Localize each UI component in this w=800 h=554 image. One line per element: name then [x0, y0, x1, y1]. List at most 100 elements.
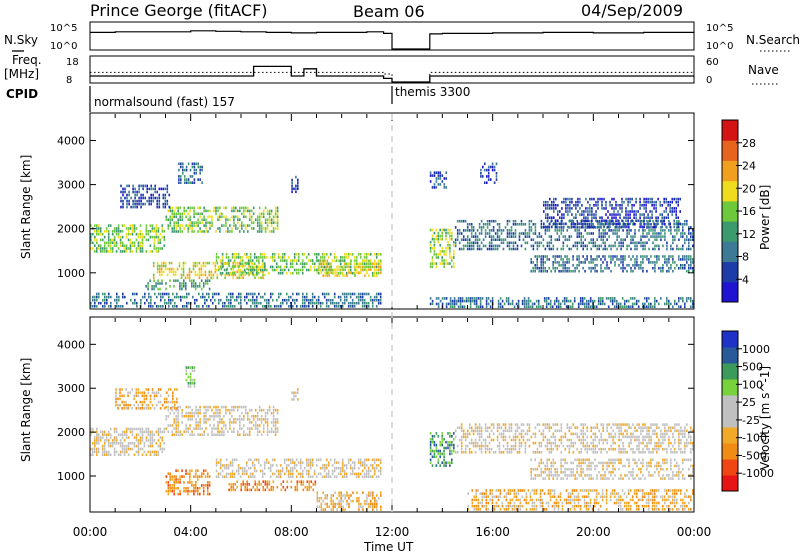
data-cell-2	[225, 475, 228, 478]
data-cell-1	[276, 427, 279, 430]
data-cell-11	[678, 255, 680, 258]
data-cell-0	[145, 453, 148, 456]
data-cell-10	[634, 232, 636, 235]
data-cell-8	[437, 452, 440, 456]
freq-right-tick-bottom: 0	[706, 75, 712, 86]
data-cell-8	[319, 305, 322, 308]
data-cell-2	[341, 458, 344, 462]
data-cell-2	[333, 461, 336, 464]
data-cell-12	[607, 305, 610, 308]
data-cell-3	[185, 178, 188, 181]
data-cell-3	[189, 489, 191, 493]
data-cell-2	[138, 187, 140, 191]
data-cell-5	[255, 256, 258, 259]
data-cell-2	[301, 461, 304, 464]
data-cell-1	[173, 427, 175, 430]
data-cell-15	[623, 216, 625, 219]
data-cell-1	[211, 433, 213, 436]
data-cell-4	[208, 261, 211, 265]
data-cell-5	[325, 268, 328, 272]
data-cell-7	[191, 382, 194, 385]
data-cell-2	[126, 205, 128, 209]
data-cell-8	[158, 292, 160, 296]
data-cell-10	[472, 226, 475, 229]
data-cell-12	[479, 302, 482, 306]
data-cell-1	[177, 427, 179, 430]
data-cell-12	[517, 299, 520, 303]
data-cell-8	[325, 292, 328, 296]
data-cell-10	[472, 247, 475, 251]
data-cell-10	[480, 247, 483, 251]
data-cell-5	[251, 268, 254, 272]
data-cell-15	[587, 213, 589, 216]
data-cell-4	[268, 483, 271, 486]
data-cell-4	[254, 276, 256, 280]
data-cell-1	[266, 421, 269, 424]
data-cell-5	[279, 265, 282, 269]
data-cell-9	[431, 237, 434, 241]
data-cell-10	[586, 247, 588, 251]
data-cell-6	[200, 279, 203, 282]
data-cell-3	[189, 175, 192, 178]
data-cell-5	[330, 497, 332, 500]
data-cell-5	[293, 253, 296, 256]
data-cell-8	[435, 449, 438, 453]
data-cell-12	[503, 302, 506, 306]
data-cell-1	[189, 218, 191, 221]
data-cell-5	[285, 271, 288, 275]
data-cell-5	[345, 262, 348, 265]
data-cell-2	[333, 458, 336, 462]
data-cell-4	[244, 483, 246, 486]
data-cell-8	[309, 298, 312, 302]
data-cell-5	[263, 256, 266, 259]
data-cell-0	[143, 430, 146, 434]
data-cell-2	[299, 458, 302, 462]
data-cell-10	[614, 226, 616, 229]
data-cell-0	[139, 232, 142, 236]
data-cell-12	[569, 299, 572, 303]
data-cell-5	[340, 502, 342, 506]
data-cell-1	[245, 408, 247, 412]
data-cell-3	[206, 481, 209, 484]
data-cell-0	[145, 427, 148, 431]
data-cell-5	[307, 268, 310, 272]
data-cell-5	[277, 253, 280, 256]
data-cell-2	[313, 472, 316, 476]
data-cell-0	[107, 250, 110, 253]
data-cell-12	[644, 305, 646, 308]
data-cell-4	[236, 276, 238, 280]
data-cell-1	[211, 415, 213, 418]
data-cell-15	[585, 207, 587, 210]
data-cell-1	[187, 405, 189, 409]
data-cell-4	[184, 261, 187, 265]
data-cell-12	[511, 302, 514, 306]
data-cell-15	[561, 219, 563, 222]
data-cell-15	[547, 200, 549, 204]
data-cell-1	[239, 415, 241, 418]
data-cell-11	[640, 261, 642, 264]
data-cell-0	[151, 235, 154, 239]
data-cell-1	[235, 224, 237, 227]
data-cell-1	[215, 427, 217, 430]
data-cell-5	[233, 259, 236, 262]
data-cell-8	[341, 305, 344, 308]
data-cell-12	[621, 297, 624, 300]
data-cell-2	[279, 464, 282, 467]
data-cell-13	[439, 183, 442, 186]
data-cell-1	[203, 206, 205, 210]
colorbar-swatch	[722, 200, 738, 222]
data-cell-5	[291, 265, 294, 269]
data-cell-5	[376, 502, 378, 506]
data-cell-10	[624, 223, 626, 226]
data-cell-15	[581, 222, 583, 226]
data-cell-12	[567, 305, 570, 308]
data-cell-15	[661, 213, 663, 216]
data-cell-10	[598, 229, 600, 232]
data-cell-2	[343, 472, 346, 476]
data-cell-5	[360, 502, 362, 506]
data-cell-0	[129, 442, 132, 445]
data-cell-5	[316, 494, 319, 497]
noise-right-label: N.Search	[746, 33, 800, 47]
data-cell-12	[615, 299, 618, 303]
data-cell-0	[145, 230, 148, 233]
